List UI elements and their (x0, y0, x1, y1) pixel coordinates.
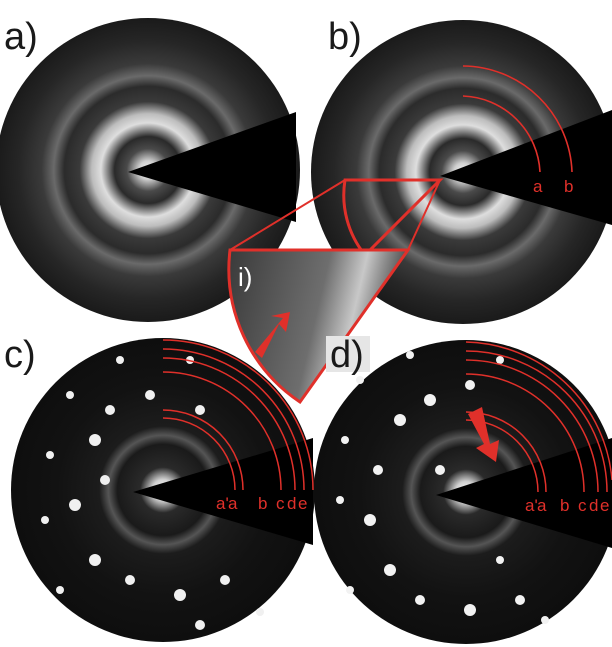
panel-d-label-box (326, 336, 370, 372)
panel-b-ring-labels: a b (533, 177, 573, 196)
panel-c-pattern (11, 338, 315, 642)
ring-label-b-0: a (533, 177, 543, 196)
panel-d-ring-labels: a' a b c d e (525, 496, 609, 515)
ring-label-c-2: b (258, 494, 267, 513)
ring-label-c-1: a (228, 494, 238, 513)
panel-label-b: b) (328, 16, 362, 58)
panel-d-pattern (314, 340, 612, 644)
ring-label-d-4: d (589, 496, 598, 515)
ring-arc-a (462, 95, 541, 173)
inset-label: i) (238, 262, 252, 292)
panel-b-pattern (311, 20, 612, 324)
ring-label-c-4: d (287, 494, 296, 513)
ring-label-c-5: e (298, 494, 307, 513)
ring-label-c-0: a' (216, 494, 229, 513)
ring-label-d-3: c (578, 496, 587, 515)
inset-zoom (227, 179, 441, 405)
beam-stop (440, 110, 612, 225)
diffraction-spots (41, 356, 264, 630)
ring-label-d-2: b (560, 496, 569, 515)
diffraction-spots (336, 351, 549, 624)
ring-label-c-3: c (276, 494, 285, 513)
panel-label-d: d) (330, 334, 364, 376)
panel-label-c: c) (4, 334, 36, 376)
ring-arc-b (462, 65, 573, 173)
ring-label-d-0: a' (525, 496, 538, 515)
panel-c-ring-labels: a' a b c d e (216, 494, 307, 513)
beam-stop (133, 438, 313, 545)
beam-stop (436, 438, 612, 548)
ring-label-b-1: b (564, 177, 573, 196)
arrow-icon (468, 407, 499, 462)
beam-stop (128, 112, 296, 222)
ring-label-d-5: e (600, 496, 609, 515)
ring-label-d-1: a (537, 496, 547, 515)
arrow-icon (255, 312, 290, 358)
panel-a-pattern (0, 18, 300, 322)
panel-label-a: a) (4, 16, 38, 58)
